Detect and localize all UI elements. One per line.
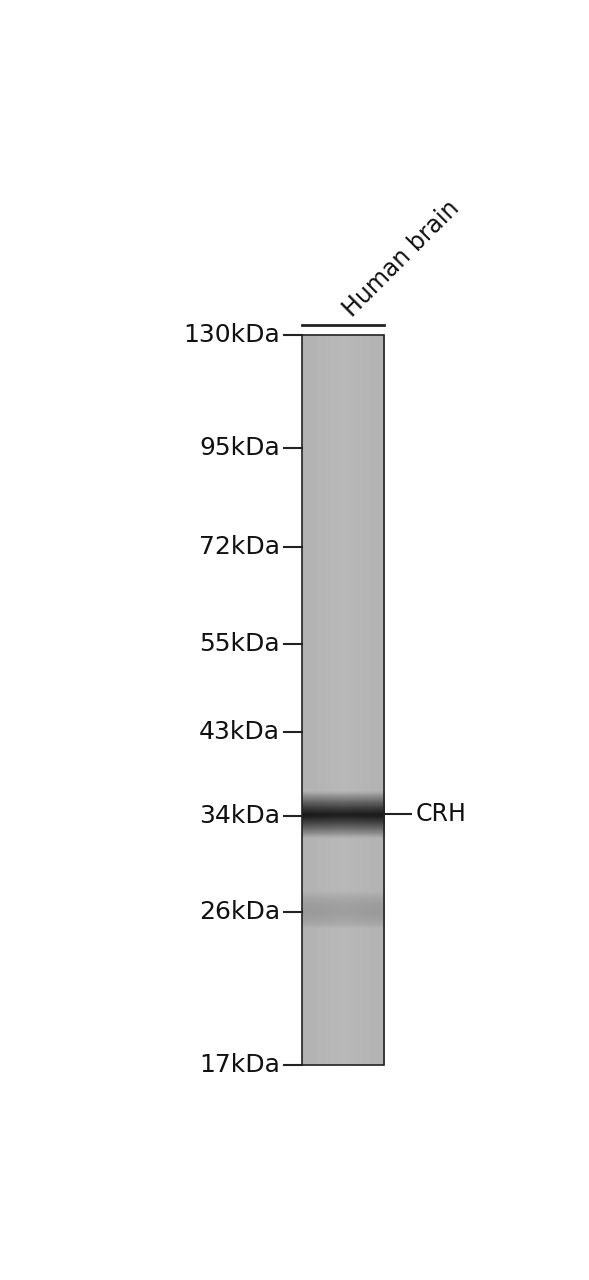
Text: 72kDa: 72kDa bbox=[199, 535, 280, 559]
Text: 95kDa: 95kDa bbox=[199, 435, 280, 460]
Text: 130kDa: 130kDa bbox=[183, 324, 280, 347]
Text: 34kDa: 34kDa bbox=[199, 804, 280, 828]
Text: 43kDa: 43kDa bbox=[199, 721, 280, 744]
Text: 26kDa: 26kDa bbox=[199, 901, 280, 924]
Bar bbox=[302, 335, 384, 1065]
Text: 17kDa: 17kDa bbox=[199, 1053, 280, 1076]
Text: CRH: CRH bbox=[416, 803, 467, 826]
Text: Human brain: Human brain bbox=[338, 196, 464, 321]
Text: 55kDa: 55kDa bbox=[199, 632, 280, 655]
